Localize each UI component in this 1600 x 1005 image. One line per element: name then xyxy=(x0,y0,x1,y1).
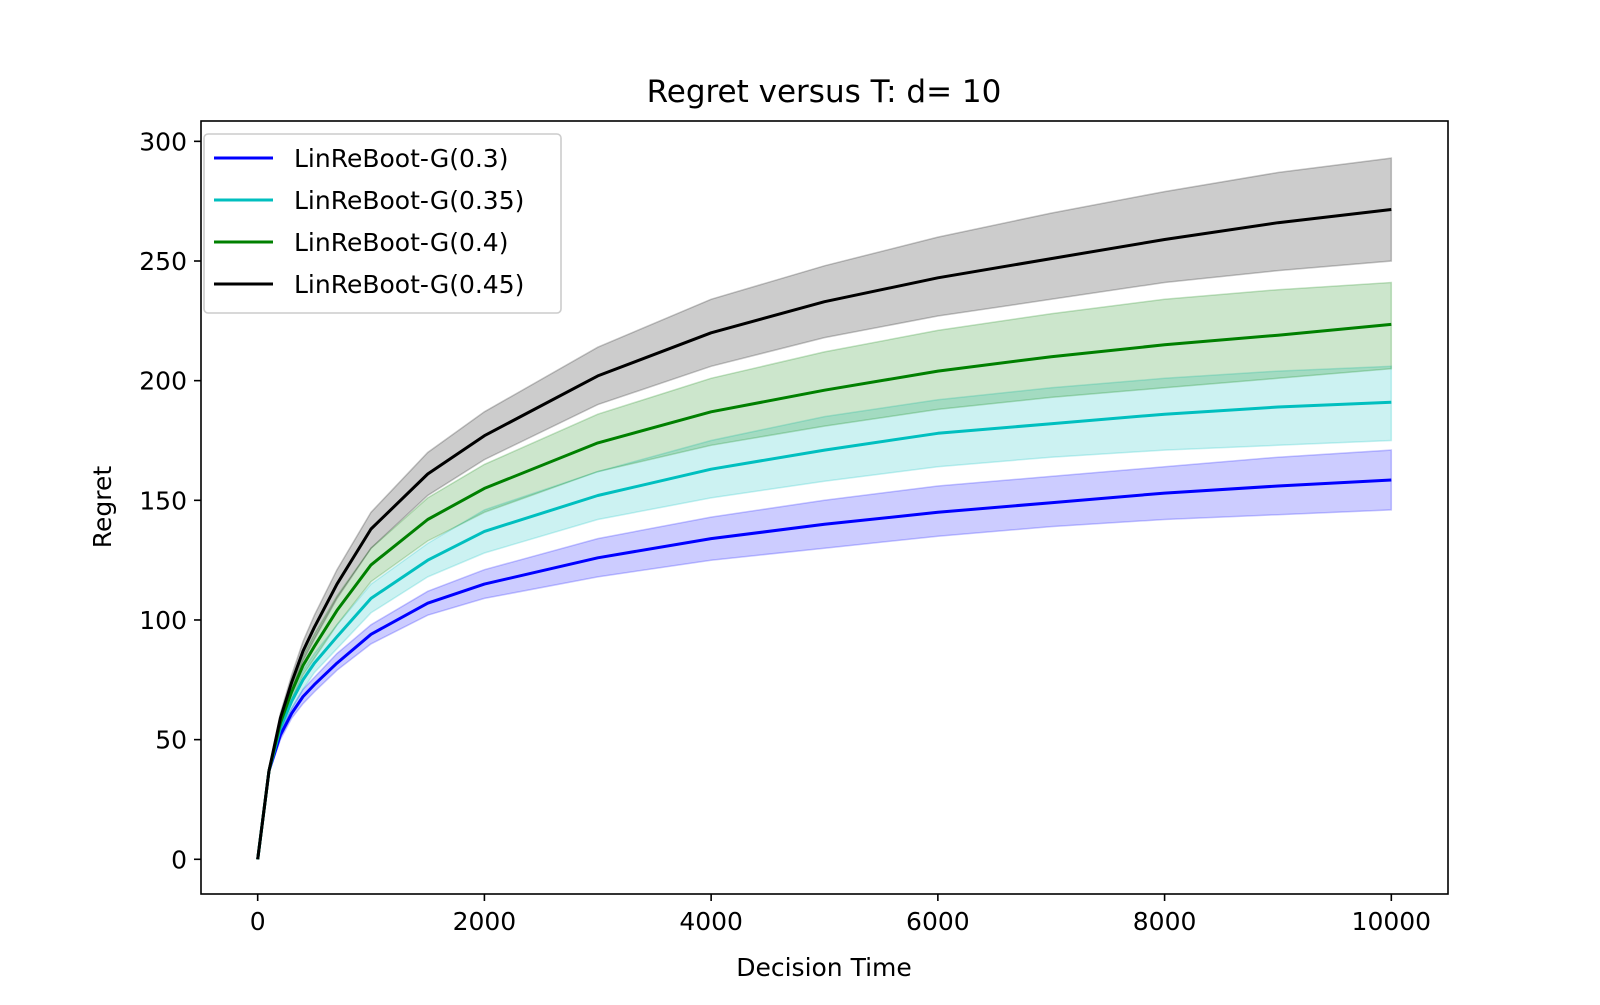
x-tick-label: 6000 xyxy=(906,907,970,936)
legend: LinReBoot-G(0.3) LinReBoot-G(0.35) LinReBo… xyxy=(203,133,562,314)
line-series-1 xyxy=(256,478,1392,860)
line-series-3 xyxy=(256,322,1392,860)
y-tick-label: 100 xyxy=(139,606,187,635)
legend-label: LinReBoot-G(0.3) xyxy=(294,144,508,173)
y-axis-label: Regret xyxy=(88,466,117,549)
x-tick-label: 8000 xyxy=(1133,907,1197,936)
series-lines xyxy=(256,208,1392,860)
x-tick-label: 0 xyxy=(250,907,266,936)
y-tick-label: 200 xyxy=(139,367,187,396)
x-axis-ticks: 0 2000 4000 6000 8000 10000 xyxy=(250,894,1431,936)
line-series-4 xyxy=(256,208,1392,860)
legend-box xyxy=(203,133,562,314)
y-axis-ticks: 0 50 100 150 200 250 300 xyxy=(139,127,201,874)
legend-label: LinReBoot-G(0.35) xyxy=(294,186,524,215)
y-tick-label: 50 xyxy=(155,726,187,755)
plot-area-frame xyxy=(200,120,1449,895)
x-tick-label: 10000 xyxy=(1352,907,1432,936)
y-tick-label: 0 xyxy=(171,845,187,874)
y-tick-label: 150 xyxy=(139,486,187,515)
line-series-2 xyxy=(256,400,1392,860)
y-tick-label: 300 xyxy=(139,127,187,156)
x-axis-label: Decision Time xyxy=(736,953,912,982)
legend-label: LinReBoot-G(0.45) xyxy=(294,270,524,299)
x-tick-label: 2000 xyxy=(453,907,517,936)
chart-title: Regret versus T: d= 10 xyxy=(647,74,1002,110)
legend-label: LinReBoot-G(0.4) xyxy=(294,228,508,257)
y-tick-label: 250 xyxy=(139,247,187,276)
x-tick-label: 4000 xyxy=(679,907,743,936)
